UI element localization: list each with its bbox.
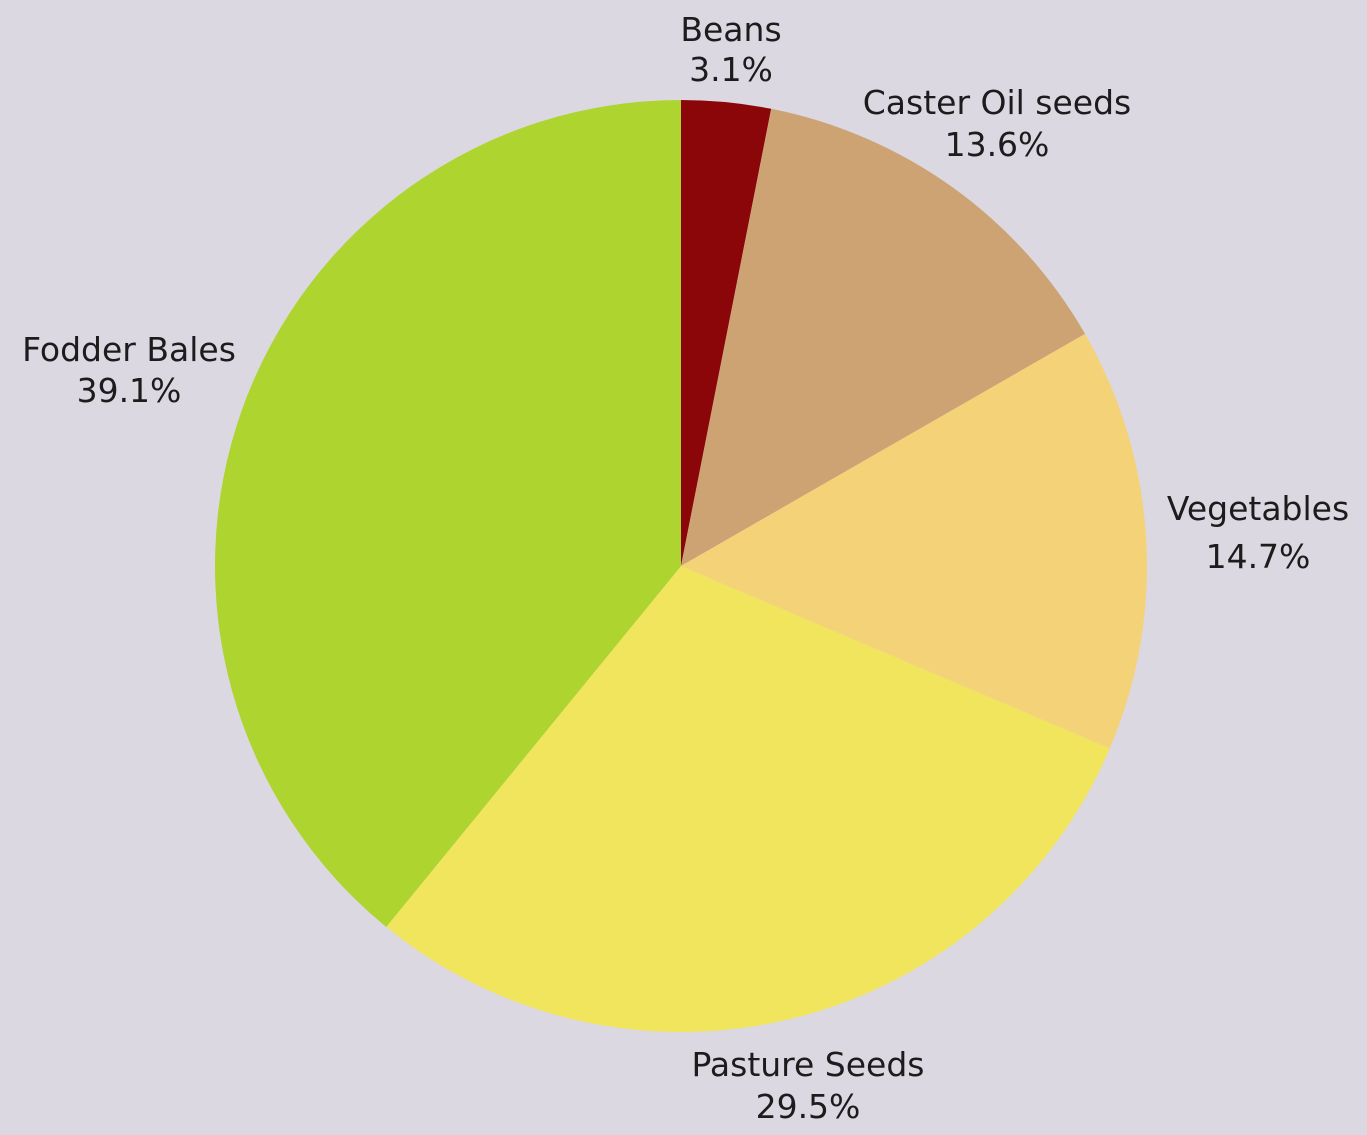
- pie-slices: [214, 99, 1147, 1033]
- slice-label-pasture-seeds: Pasture Seeds: [691, 1045, 924, 1084]
- slice-value-caster-oil-seeds: 13.6%: [945, 125, 1050, 164]
- pie-slice-fodder-bales: [214, 100, 681, 927]
- slice-label-beans: Beans: [680, 10, 781, 49]
- slice-value-vegetables: 14.7%: [1206, 537, 1311, 576]
- pie-slice-pasture-seeds: [386, 566, 1110, 1033]
- slice-label-caster-oil-seeds: Caster Oil seeds: [863, 83, 1132, 122]
- pie-slice-caster-oil-seeds: [681, 108, 1086, 566]
- slice-label-fodder-bales: Fodder Bales: [22, 330, 236, 369]
- pie-slice-beans: [681, 99, 772, 566]
- slice-label-vegetables: Vegetables: [1167, 489, 1349, 528]
- slice-value-pasture-seeds: 29.5%: [756, 1087, 861, 1126]
- slice-value-fodder-bales: 39.1%: [77, 371, 182, 410]
- pie-slice-vegetables: [681, 333, 1147, 749]
- slice-value-beans: 3.1%: [689, 50, 773, 89]
